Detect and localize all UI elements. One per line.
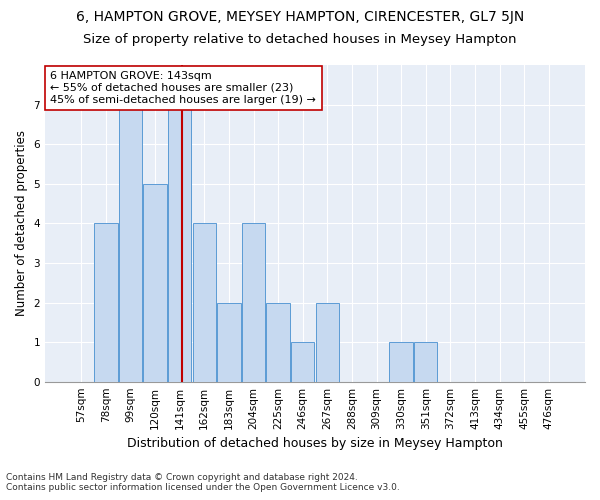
Bar	[316, 302, 339, 382]
Text: 6 HAMPTON GROVE: 143sqm
← 55% of detached houses are smaller (23)
45% of semi-de: 6 HAMPTON GROVE: 143sqm ← 55% of detache…	[50, 72, 316, 104]
Y-axis label: Number of detached properties: Number of detached properties	[15, 130, 28, 316]
Bar	[94, 224, 118, 382]
Bar	[389, 342, 413, 382]
Bar	[168, 104, 191, 382]
Bar	[193, 224, 216, 382]
Bar	[266, 302, 290, 382]
X-axis label: Distribution of detached houses by size in Meysey Hampton: Distribution of detached houses by size …	[127, 437, 503, 450]
Text: Contains HM Land Registry data © Crown copyright and database right 2024.
Contai: Contains HM Land Registry data © Crown c…	[6, 473, 400, 492]
Text: Size of property relative to detached houses in Meysey Hampton: Size of property relative to detached ho…	[83, 32, 517, 46]
Bar	[242, 224, 265, 382]
Bar	[119, 104, 142, 382]
Bar	[414, 342, 437, 382]
Text: 6, HAMPTON GROVE, MEYSEY HAMPTON, CIRENCESTER, GL7 5JN: 6, HAMPTON GROVE, MEYSEY HAMPTON, CIRENC…	[76, 10, 524, 24]
Bar	[217, 302, 241, 382]
Bar	[143, 184, 167, 382]
Bar	[291, 342, 314, 382]
